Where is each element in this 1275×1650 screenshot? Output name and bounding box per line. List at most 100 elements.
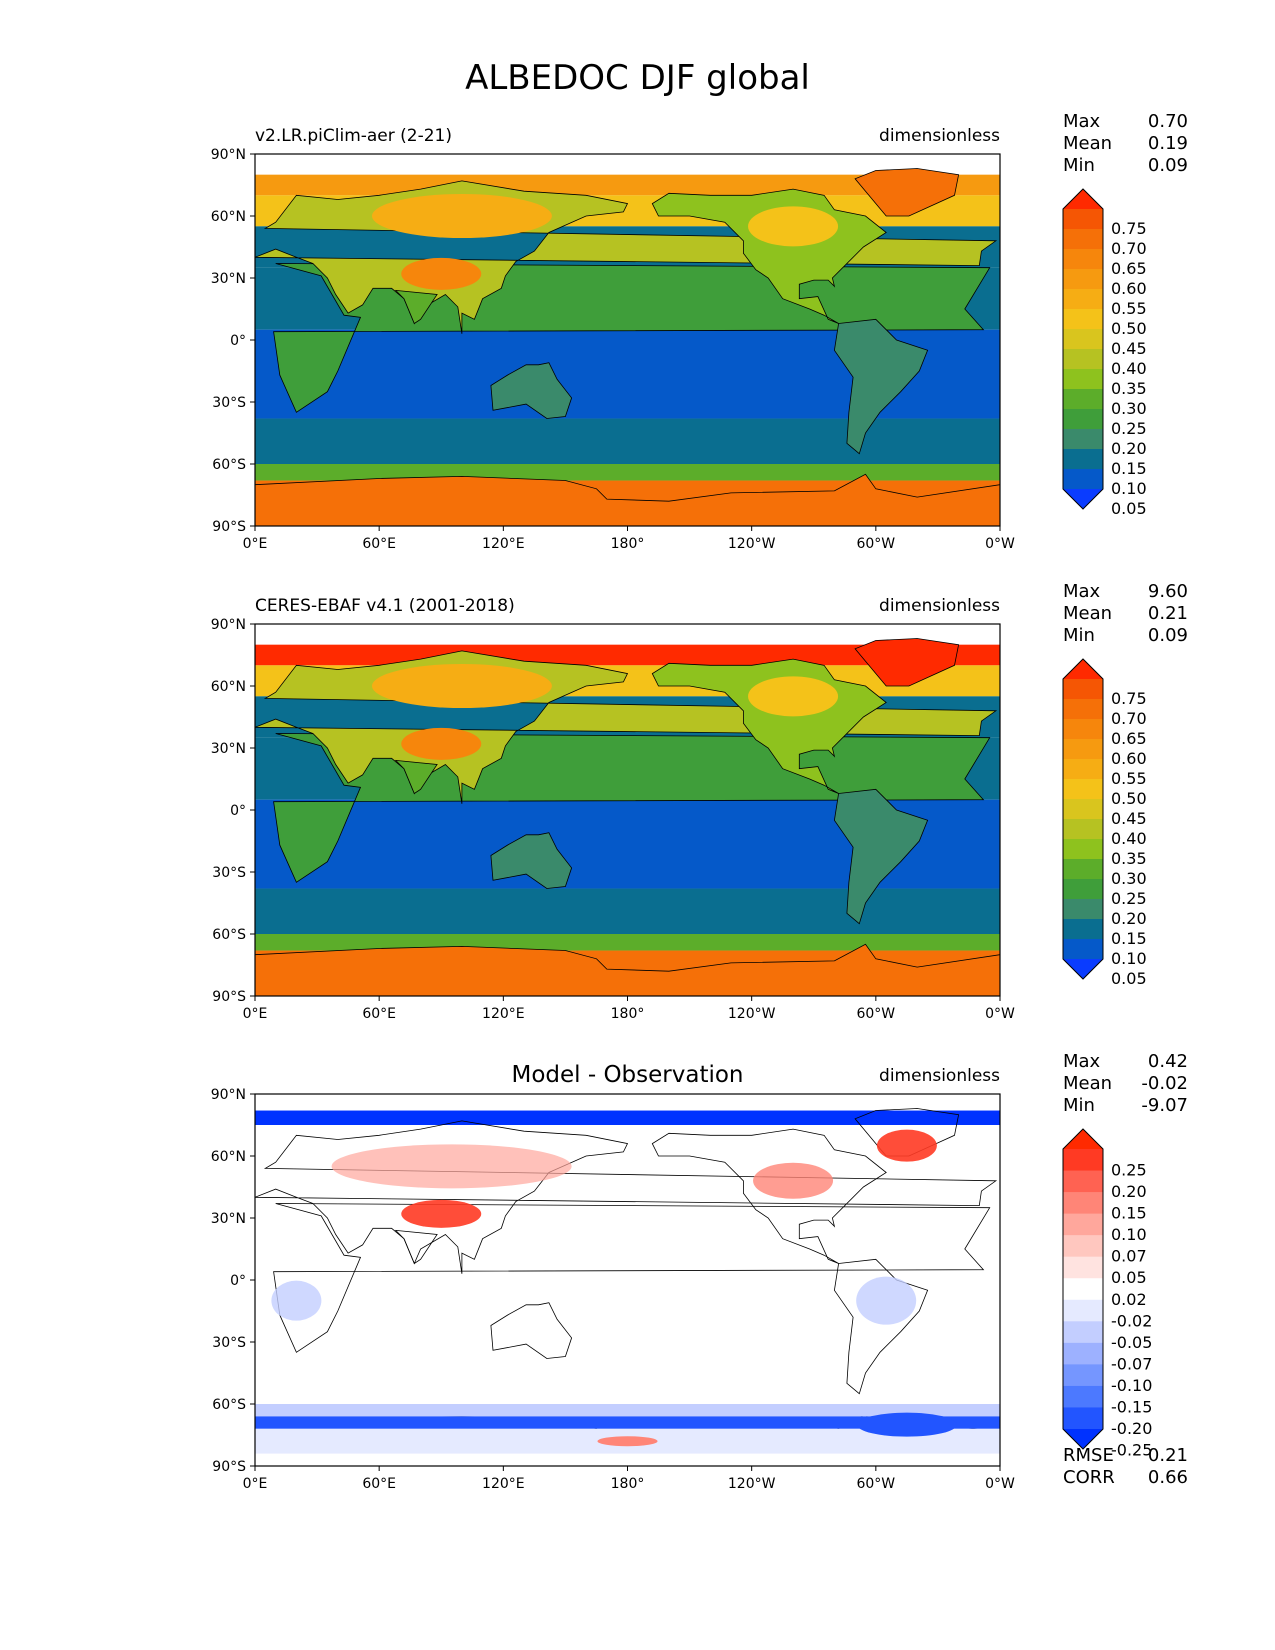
- colorbar-segment: [1063, 1407, 1103, 1430]
- lon-tick-label: 180°: [611, 1476, 645, 1492]
- colorbar-extend-min: [1063, 1429, 1103, 1449]
- panel-units: dimensionless: [879, 1066, 1000, 1086]
- anomaly-patch: [876, 1129, 937, 1162]
- colorbar-label: 0.35: [1111, 849, 1147, 868]
- lat-tick-label: 30°S: [212, 1335, 246, 1351]
- map-panel-1: [250, 153, 1104, 531]
- stat-value-rmse: 0.21: [1148, 1445, 1188, 1466]
- colorbar-segment: [1063, 739, 1103, 760]
- colorbar-segment: [1063, 759, 1103, 780]
- lon-tick-label: 60°E: [362, 1006, 396, 1022]
- colorbar-segment: [1063, 1149, 1103, 1172]
- lat-tick-label: 30°N: [211, 1211, 246, 1227]
- lon-tick-label: 60°W: [856, 1476, 895, 1492]
- colorbar-label: 0.05: [1111, 1268, 1147, 1287]
- lon-tick-label: 180°: [611, 536, 645, 552]
- colorbar-segment: [1063, 429, 1103, 450]
- colorbar-label: -0.07: [1111, 1354, 1152, 1373]
- colorbar-label: -0.20: [1111, 1419, 1152, 1438]
- lon-tick-label: 180°: [611, 1006, 645, 1022]
- zone-band: [255, 418, 1000, 464]
- land-eurasia: [255, 1120, 998, 1274]
- lat-tick-label: 90°S: [212, 989, 246, 1005]
- colorbar-segment: [1063, 1385, 1103, 1408]
- colorbar-segment: [1063, 779, 1103, 800]
- land-india: [394, 759, 438, 795]
- colorbar-label: 0.30: [1111, 399, 1147, 418]
- land-samerica: [833, 318, 929, 455]
- snow-patch: [401, 257, 482, 290]
- zone-band: [255, 1416, 1000, 1429]
- colorbar-label: -0.10: [1111, 1376, 1152, 1395]
- stat-value-corr: 0.66: [1148, 1467, 1188, 1488]
- anomaly-patch: [753, 1162, 834, 1199]
- anomaly-patch: [271, 1280, 322, 1321]
- colorbar-label: 0.10: [1111, 479, 1147, 498]
- stat-label-max: Max: [1063, 581, 1101, 602]
- stat-label-mean: Mean: [1063, 133, 1112, 154]
- colorbar-label: 0.70: [1111, 239, 1147, 258]
- stat-label-max: Max: [1063, 111, 1101, 132]
- lat-tick-label: 0°: [230, 1273, 246, 1289]
- colorbar-segment: [1063, 819, 1103, 840]
- colorbar-label: 0.02: [1111, 1290, 1147, 1309]
- lon-tick-label: 120°E: [482, 1476, 525, 1492]
- colorbar-label: 0.55: [1111, 769, 1147, 788]
- panel-subtitle: Model - Observation: [511, 1062, 743, 1088]
- lon-tick-label: 120°W: [728, 536, 776, 552]
- colorbar-label: -0.25: [1111, 1441, 1152, 1460]
- land-antarctica: [255, 943, 1000, 996]
- anomaly-patch: [597, 1436, 658, 1447]
- stat-value-min: 0.09: [1148, 155, 1188, 176]
- land-india: [394, 1229, 438, 1265]
- colorbar-segment: [1063, 1256, 1103, 1279]
- snow-patch: [748, 206, 839, 247]
- stat-value-max: 0.42: [1148, 1051, 1188, 1072]
- map-area: [255, 1094, 1000, 1466]
- lon-tick-label: 60°W: [856, 1006, 895, 1022]
- map-area: [255, 154, 1000, 526]
- lon-tick-label: 0°E: [243, 1006, 268, 1022]
- panel-subtitle: v2.LR.piClim-aer (2-21): [255, 126, 452, 146]
- colorbar-outline: [1062, 188, 1104, 510]
- colorbar-segment: [1063, 799, 1103, 820]
- zone-band: [255, 934, 1000, 951]
- anomaly-patch: [856, 1276, 917, 1325]
- colorbar-segment: [1063, 899, 1103, 920]
- lat-tick-label: 60°N: [211, 209, 246, 225]
- colorbar-segment: [1063, 469, 1103, 490]
- colorbar-label: 0.50: [1111, 319, 1147, 338]
- colorbar-outline: [1062, 658, 1104, 980]
- colorbar-segment: [1063, 879, 1103, 900]
- anomaly-patch: [856, 1412, 957, 1437]
- lon-tick-label: 0°W: [985, 1476, 1015, 1492]
- colorbar-label: 0.50: [1111, 789, 1147, 808]
- land-namerica: [651, 1128, 887, 1264]
- colorbar: [1062, 1128, 1104, 1450]
- colorbar-segment: [1063, 449, 1103, 470]
- stat-label-max: Max: [1063, 1051, 1101, 1072]
- lat-tick-label: 60°N: [211, 1149, 246, 1165]
- colorbar-label: 0.45: [1111, 809, 1147, 828]
- lon-tick-label: 120°E: [482, 1006, 525, 1022]
- lon-tick-label: 60°W: [856, 536, 895, 552]
- colorbar-label: 0.10: [1111, 1225, 1147, 1244]
- colorbar-segment: [1063, 839, 1103, 860]
- stat-label-min: Min: [1063, 155, 1095, 176]
- colorbar-segment: [1063, 329, 1103, 350]
- stat-value-min: 0.09: [1148, 625, 1188, 646]
- land-africa: [273, 1203, 991, 1353]
- land-antarctica: [255, 473, 1000, 526]
- lon-tick-label: 120°E: [482, 536, 525, 552]
- panel-subtitle: CERES-EBAF v4.1 (2001-2018): [255, 596, 515, 616]
- land-india: [394, 289, 438, 325]
- colorbar-label: 0.20: [1111, 1182, 1147, 1201]
- anomaly-patch: [331, 1144, 572, 1189]
- colorbar-label: 0.55: [1111, 299, 1147, 318]
- snow-patch: [371, 664, 552, 708]
- colorbar-segment: [1063, 859, 1103, 880]
- lat-tick-label: 90°S: [212, 1459, 246, 1475]
- colorbar-segment: [1063, 209, 1103, 230]
- land-greenland: [854, 168, 960, 217]
- lon-tick-label: 120°W: [728, 1476, 776, 1492]
